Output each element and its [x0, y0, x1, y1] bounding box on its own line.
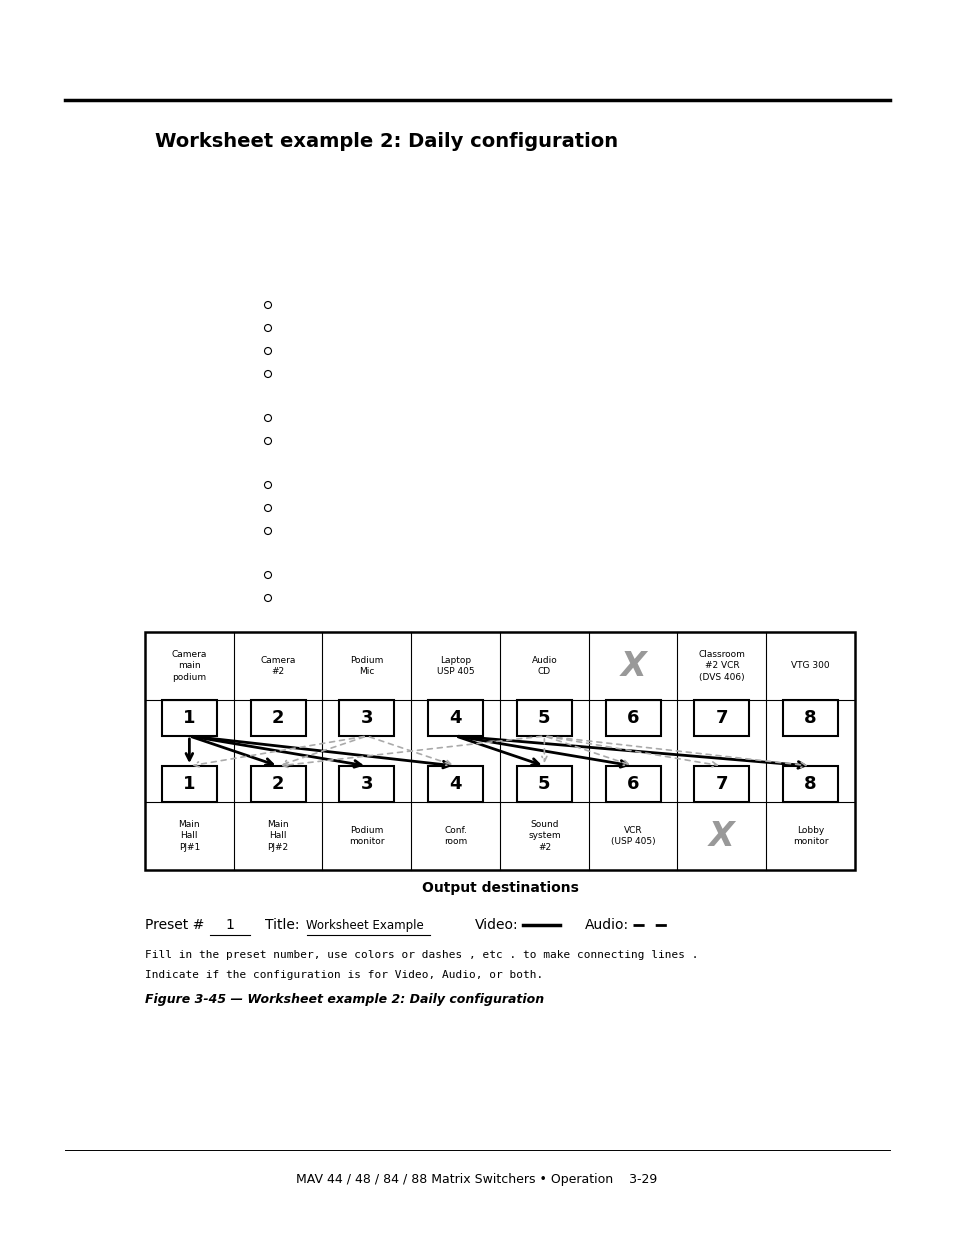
Bar	[251, 766, 305, 802]
Text: Figure 3-45 — Worksheet example 2: Daily configuration: Figure 3-45 — Worksheet example 2: Daily…	[145, 993, 543, 1007]
Text: 6: 6	[626, 709, 639, 727]
Text: Camera
#2: Camera #2	[260, 656, 295, 676]
Text: Laptop
USP 405: Laptop USP 405	[436, 656, 474, 676]
Text: 1: 1	[183, 709, 195, 727]
Bar	[428, 766, 482, 802]
Text: 7: 7	[715, 709, 727, 727]
Text: 7: 7	[715, 776, 727, 793]
Text: Camera
main
podium: Camera main podium	[172, 651, 207, 682]
Text: 4: 4	[449, 709, 461, 727]
Text: Conf.
room: Conf. room	[443, 826, 467, 846]
Bar	[339, 766, 394, 802]
Bar	[251, 700, 305, 736]
Text: Main
Hall
PJ#1: Main Hall PJ#1	[178, 820, 200, 852]
Text: 2: 2	[272, 709, 284, 727]
Text: 1: 1	[183, 776, 195, 793]
Text: Worksheet Example: Worksheet Example	[306, 919, 423, 931]
Bar	[605, 766, 659, 802]
Bar	[782, 766, 838, 802]
Bar	[145, 632, 854, 869]
Text: MAV 44 / 48 / 84 / 88 Matrix Switchers • Operation    3-29: MAV 44 / 48 / 84 / 88 Matrix Switchers •…	[296, 1173, 657, 1187]
Text: Fill in the preset number, use colors or dashes , etc . to make connecting lines: Fill in the preset number, use colors or…	[145, 950, 698, 960]
Text: 2: 2	[272, 776, 284, 793]
Bar	[162, 766, 216, 802]
Bar	[605, 700, 659, 736]
Text: 3: 3	[360, 709, 373, 727]
Bar	[694, 766, 749, 802]
Bar	[428, 700, 482, 736]
Text: Audio:: Audio:	[584, 918, 628, 932]
Bar	[517, 766, 571, 802]
Bar	[694, 700, 749, 736]
Text: 8: 8	[803, 776, 816, 793]
Text: Worksheet example 2: Daily configuration: Worksheet example 2: Daily configuration	[154, 132, 618, 151]
Text: Indicate if the configuration is for Video, Audio, or both.: Indicate if the configuration is for Vid…	[145, 969, 542, 981]
Text: 3: 3	[360, 776, 373, 793]
Text: Podium
monitor: Podium monitor	[349, 826, 384, 846]
Text: Title:: Title:	[265, 918, 299, 932]
Text: Classroom
#2 VCR
(DVS 406): Classroom #2 VCR (DVS 406)	[698, 651, 744, 682]
Text: 5: 5	[537, 776, 550, 793]
Text: X: X	[619, 650, 645, 683]
Text: 1: 1	[225, 918, 234, 932]
Text: Video:: Video:	[475, 918, 518, 932]
Text: X: X	[708, 820, 734, 852]
Text: Podium
Mic: Podium Mic	[350, 656, 383, 676]
Text: 6: 6	[626, 776, 639, 793]
Bar	[339, 700, 394, 736]
Text: Preset #: Preset #	[145, 918, 204, 932]
Text: Sound
system
#2: Sound system #2	[528, 820, 560, 852]
Bar	[782, 700, 838, 736]
Text: 4: 4	[449, 776, 461, 793]
Bar	[517, 700, 571, 736]
Text: VCR
(USP 405): VCR (USP 405)	[610, 826, 655, 846]
Text: 8: 8	[803, 709, 816, 727]
Text: Output destinations: Output destinations	[421, 881, 578, 895]
Bar	[162, 700, 216, 736]
Text: 5: 5	[537, 709, 550, 727]
Text: Audio
CD: Audio CD	[531, 656, 557, 676]
Text: Lobby
monitor: Lobby monitor	[792, 826, 827, 846]
Text: VTG 300: VTG 300	[790, 662, 829, 671]
Text: Main
Hall
PJ#2: Main Hall PJ#2	[267, 820, 289, 852]
